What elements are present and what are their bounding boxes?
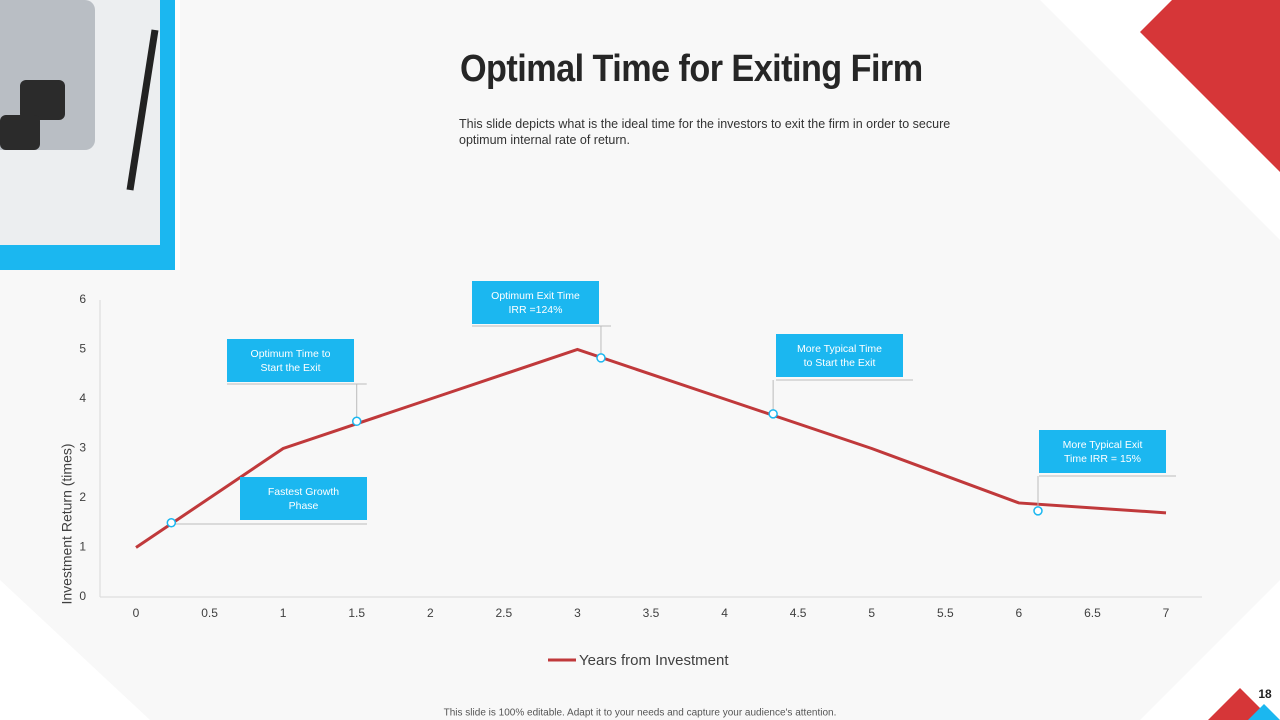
x-tick-label: 6 [1016,606,1023,620]
callout-line: More Typical Time [797,343,882,355]
callout-box [240,477,367,520]
x-tick-label: 2.5 [496,606,513,620]
calculator-key [0,115,40,150]
slide-subtitle: This slide depicts what is the ideal tim… [459,117,951,147]
callout-line: Phase [289,500,319,512]
annotation-point [768,409,778,419]
annotation-point [596,353,606,363]
pen [126,29,159,191]
x-tick-label: 4.5 [790,606,807,620]
y-tick-label: 2 [79,490,86,504]
y-axis-label: Investment Return (times) [59,443,75,604]
callout-line: Optimum Exit Time [491,290,580,302]
y-tick-label: 5 [79,342,86,356]
y-tick-label: 6 [79,292,86,306]
slide-title: Optimal Time for Exiting Firm [460,48,923,90]
callout-line: Time IRR = 15% [1064,453,1141,465]
callout-line: to Start the Exit [804,357,876,369]
series-line [135,347,1167,549]
x-tick-label: 5.5 [937,606,954,620]
callout-box [1039,430,1166,473]
x-tick-label: 4 [721,606,728,620]
x-tick-label: 7 [1163,606,1170,620]
callout-text: More Typical Exit Time IRR = 15% [1063,439,1143,465]
callout-text: Fastest Growth Phase [268,486,339,512]
x-tick-label: 5 [868,606,875,620]
y-tick-label: 0 [79,589,86,603]
footer: This slide is 100% editable. Adapt it to… [444,708,837,719]
x-tick-label: 0 [133,606,140,620]
y-tick-label: 4 [79,391,86,405]
legend-label: Years from Investment [579,652,729,669]
callout-line: Optimum Time to [251,348,331,360]
y-tick-label: 3 [79,441,86,455]
y-tick-label: 1 [79,540,86,554]
callout-line: Start the Exit [260,362,320,374]
callout-box [227,339,354,382]
callout-box [776,334,903,377]
annotation-point [166,518,177,528]
x-tick-label: 3.5 [643,606,660,620]
callout-text: Optimum Exit Time IRR =124% [491,290,580,316]
x-tick-label: 0.5 [201,606,218,620]
callout-text: More Typical Time to Start the Exit [797,343,882,369]
callout-box [472,281,599,324]
x-tick-label: 3 [574,606,581,620]
annotation-point [1033,506,1043,516]
callout-text: Optimum Time to Start the Exit [251,348,331,374]
callout-line: IRR =124% [509,304,563,316]
annotation-point [351,416,362,427]
calculator-key [20,80,65,120]
corner-shape [1248,704,1280,720]
x-tick-label: 1.5 [348,606,365,620]
corner-shape [1140,0,1280,172]
x-tick-label: 2 [427,606,434,620]
x-tick-label: 1 [280,606,287,620]
x-tick-label: 6.5 [1084,606,1101,620]
callout-line: Fastest Growth [268,486,339,498]
page-number: 18 [1258,687,1272,701]
callout-line: More Typical Exit [1063,439,1143,451]
